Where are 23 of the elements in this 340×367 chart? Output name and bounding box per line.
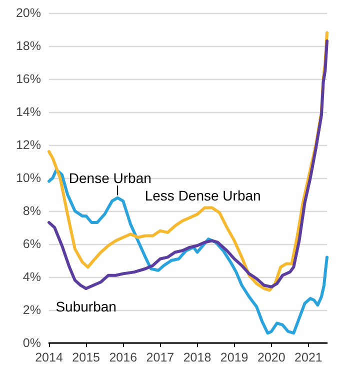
x-tick-label: 2018 [183,350,212,364]
x-tick-label: 2020 [257,350,286,364]
y-tick-label: 8% [22,204,41,218]
y-tick-label: 14% [16,105,41,119]
line-series [48,168,328,335]
y-tick-label: 10% [16,171,41,185]
x-tick-label: 2017 [146,350,174,364]
x-tick-label: 2015 [72,350,100,364]
y-tick-label: 0% [22,336,41,350]
y-tick-label: 20% [16,6,41,20]
x-tick-label: 2014 [35,350,63,364]
y-tick-label: 16% [16,72,41,86]
y-tick-label: 18% [16,39,41,53]
series-label: Dense Urban [68,170,152,186]
x-tick-label: 2016 [109,350,138,364]
y-tick-label: 4% [22,270,41,284]
x-tick-label: 2021 [294,350,322,364]
x-tick-label: 2019 [220,350,248,364]
y-tick-label: 2% [22,303,41,317]
series-label: Less Dense Urban [144,187,261,204]
y-tick-label: 12% [16,138,41,152]
series-label: Suburban [56,298,116,315]
y-tick-label: 6% [22,237,41,251]
